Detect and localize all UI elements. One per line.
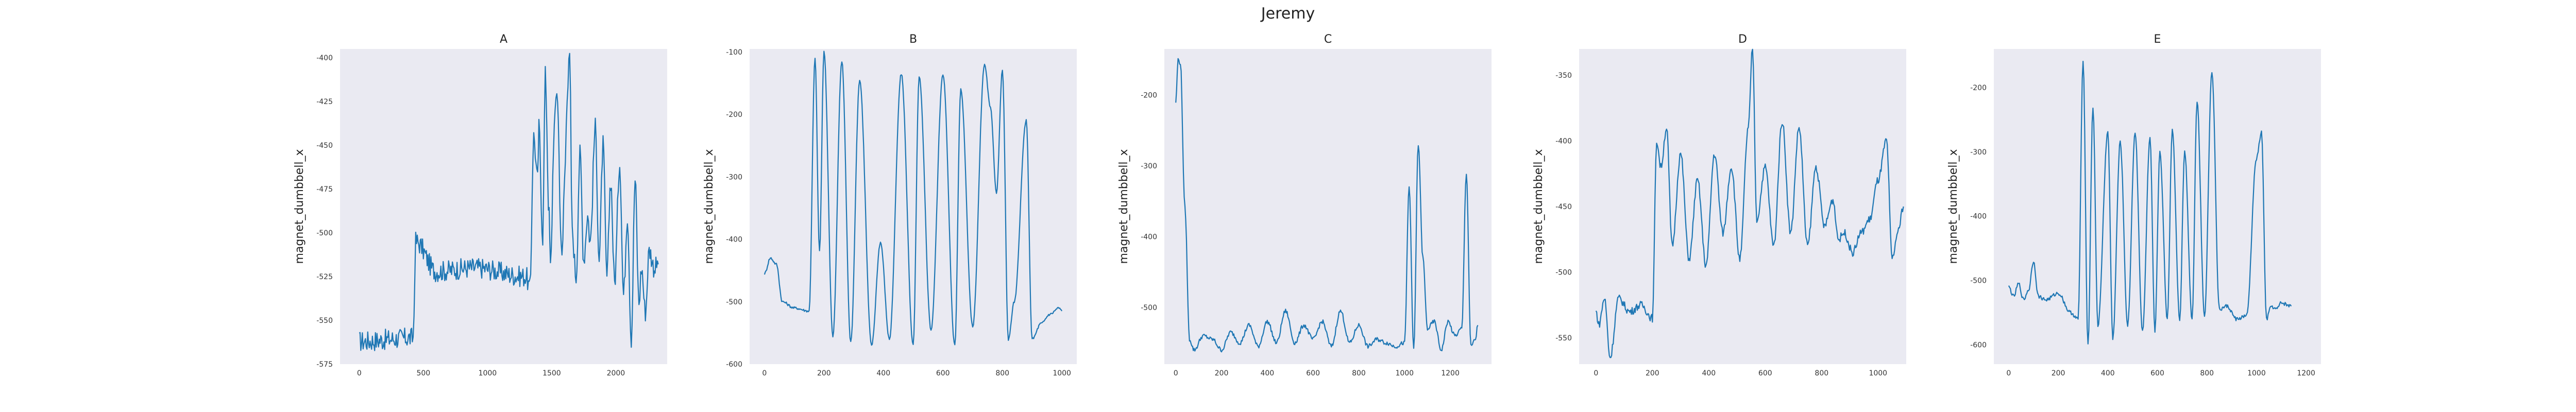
x-tick-label: 800 [1352, 369, 1366, 377]
x-tick-label: 600 [2150, 369, 2164, 377]
y-tick-label: -200 [1141, 91, 1157, 99]
y-tick-label: -550 [1555, 334, 1572, 342]
x-tick-label: 1000 [2247, 369, 2266, 377]
y-axis-label: magnet_dumbbell_x [703, 149, 716, 264]
x-tick-label: 1000 [479, 369, 497, 377]
y-tick-label: -425 [316, 98, 333, 106]
y-axis-label: magnet_dumbbell_x [1947, 149, 1960, 264]
plot-area [1994, 49, 2321, 364]
y-tick-label: -500 [1970, 277, 1987, 285]
x-tick-label: 400 [2101, 369, 2115, 377]
x-tick-label: 1000 [1869, 369, 1887, 377]
x-tick-label: 1200 [1441, 369, 1460, 377]
figure-title: Jeremy [1260, 5, 1315, 23]
series-line [1175, 58, 1479, 353]
x-tick-label: 600 [1758, 369, 1772, 377]
subplot-title: A [500, 33, 507, 46]
y-tick-label: -300 [1141, 162, 1157, 170]
subplot-title: E [2154, 33, 2161, 46]
x-tick-label: 800 [2200, 369, 2214, 377]
y-axis-label: magnet_dumbbell_x [293, 149, 306, 264]
y-tick-label: -300 [1970, 148, 1987, 157]
x-tick-label: 2000 [607, 369, 625, 377]
y-tick-label: -575 [316, 360, 333, 369]
x-tick-label: 1200 [2297, 369, 2315, 377]
plot-area [1164, 49, 1492, 364]
y-tick-label: -500 [726, 298, 742, 306]
x-tick-label: 400 [1702, 369, 1716, 377]
y-tick-label: -100 [726, 48, 742, 57]
x-tick-label: 200 [1646, 369, 1659, 377]
x-tick-label: 0 [1174, 369, 1178, 377]
y-tick-label: -500 [316, 229, 333, 237]
y-tick-label: -500 [1141, 304, 1157, 312]
x-tick-label: 1500 [543, 369, 561, 377]
y-tick-label: -400 [316, 54, 333, 62]
y-tick-label: -450 [316, 142, 333, 150]
x-tick-label: 0 [2006, 369, 2011, 377]
y-tick-label: -400 [1555, 138, 1572, 146]
plot-area [1579, 49, 1906, 364]
series-line [764, 50, 1063, 346]
plot-area [750, 49, 1077, 364]
y-tick-label: -525 [316, 273, 333, 281]
subplot-title: D [1738, 33, 1747, 46]
x-tick-label: 1000 [1395, 369, 1414, 377]
y-tick-label: -200 [1970, 84, 1987, 92]
y-tick-label: -600 [1970, 341, 1987, 350]
x-tick-label: 200 [1215, 369, 1229, 377]
y-tick-label: -400 [726, 236, 742, 244]
y-axis-label: magnet_dumbbell_x [1117, 149, 1130, 264]
y-tick-label: -400 [1970, 213, 1987, 221]
y-tick-label: -400 [1141, 233, 1157, 241]
x-tick-label: 800 [995, 369, 1009, 377]
y-tick-label: -200 [726, 111, 742, 119]
y-tick-label: -475 [316, 185, 333, 194]
x-tick-label: 200 [2052, 369, 2065, 377]
x-tick-label: 600 [936, 369, 950, 377]
x-tick-label: 800 [1815, 369, 1828, 377]
x-tick-label: 0 [1594, 369, 1598, 377]
subplot-title: B [909, 33, 917, 46]
y-tick-label: -300 [726, 173, 742, 181]
series-line [2008, 60, 2292, 345]
y-tick-label: -600 [726, 360, 742, 369]
x-tick-label: 500 [416, 369, 430, 377]
x-tick-label: 400 [876, 369, 890, 377]
plot-area [340, 49, 667, 364]
x-tick-label: 1000 [1053, 369, 1071, 377]
subplot-title: C [1324, 33, 1332, 46]
y-tick-label: -450 [1555, 203, 1572, 211]
x-tick-label: 200 [817, 369, 831, 377]
y-tick-label: -350 [1555, 72, 1572, 80]
x-tick-label: 400 [1260, 369, 1274, 377]
x-tick-label: 0 [762, 369, 767, 377]
x-tick-label: 600 [1306, 369, 1320, 377]
series-line [359, 53, 659, 351]
y-tick-label: -550 [316, 317, 333, 325]
x-tick-label: 0 [357, 369, 362, 377]
y-tick-label: -500 [1555, 269, 1572, 277]
series-line [1595, 48, 1904, 358]
y-axis-label: magnet_dumbbell_x [1532, 149, 1545, 264]
